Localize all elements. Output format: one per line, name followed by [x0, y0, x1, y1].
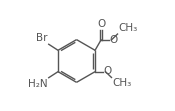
- Text: O: O: [97, 19, 105, 29]
- Text: O: O: [110, 35, 118, 45]
- Text: O: O: [104, 66, 112, 76]
- Text: Br: Br: [36, 33, 48, 43]
- Text: CH₃: CH₃: [112, 78, 131, 88]
- Text: CH₃: CH₃: [118, 24, 137, 34]
- Text: H₂N: H₂N: [28, 79, 48, 89]
